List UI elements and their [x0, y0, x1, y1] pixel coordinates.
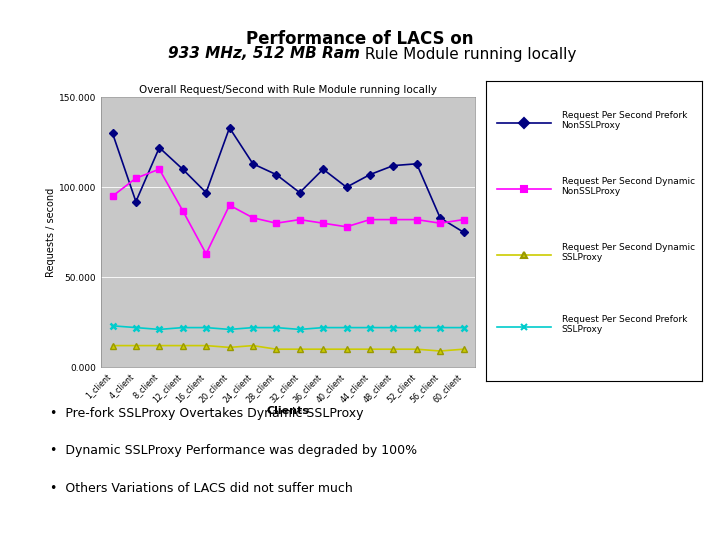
- Y-axis label: Requests / second: Requests / second: [46, 187, 55, 277]
- Text: •  Others Variations of LACS did not suffer much: • Others Variations of LACS did not suff…: [50, 482, 353, 495]
- Text: 933 MHz, 512 MB Ram: 933 MHz, 512 MB Ram: [168, 46, 360, 62]
- Text: •  Pre-fork SSLProxy Overtakes Dynamic SSLProxy: • Pre-fork SSLProxy Overtakes Dynamic SS…: [50, 407, 364, 420]
- Text: •  Dynamic SSLProxy Performance was degraded by 100%: • Dynamic SSLProxy Performance was degra…: [50, 444, 418, 457]
- Text: Rule Module running locally: Rule Module running locally: [360, 46, 577, 62]
- Text: Request Per Second Dynamic
NonSSLProxy: Request Per Second Dynamic NonSSLProxy: [562, 177, 695, 197]
- Title: Overall Request/Second with Rule Module running locally: Overall Request/Second with Rule Module …: [139, 85, 437, 95]
- X-axis label: Clients: Clients: [266, 406, 310, 416]
- Text: Request Per Second Dynamic
SSLProxy: Request Per Second Dynamic SSLProxy: [562, 243, 695, 262]
- Text: Request Per Second Prefork
NonSSLProxy: Request Per Second Prefork NonSSLProxy: [562, 111, 687, 130]
- Text: Performance of LACS on: Performance of LACS on: [246, 30, 474, 48]
- Text: Request Per Second Prefork
SSLProxy: Request Per Second Prefork SSLProxy: [562, 315, 687, 334]
